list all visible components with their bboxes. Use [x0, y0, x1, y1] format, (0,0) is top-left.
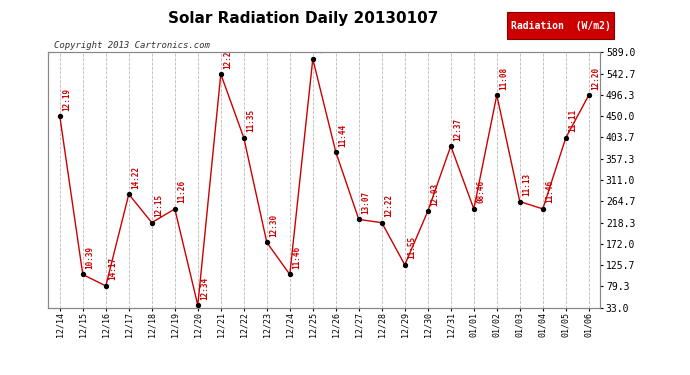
Point — [353, 216, 364, 222]
Point — [238, 135, 249, 141]
Text: 12:22: 12:22 — [384, 194, 393, 217]
Text: 11:26: 11:26 — [177, 180, 186, 203]
Point — [560, 135, 571, 141]
Point — [514, 198, 525, 204]
Text: 12:19: 12:19 — [63, 88, 72, 111]
Point — [331, 149, 342, 155]
Text: 14:22: 14:22 — [132, 166, 141, 189]
Point — [583, 92, 594, 98]
Text: 11:08: 11:08 — [500, 66, 509, 90]
Point — [400, 262, 411, 268]
Text: 11:11: 11:11 — [569, 109, 578, 132]
Text: 11:13: 11:13 — [522, 173, 531, 196]
Point — [307, 56, 318, 62]
Point — [469, 206, 480, 212]
Text: Copyright 2013 Cartronics.com: Copyright 2013 Cartronics.com — [54, 41, 210, 50]
Point — [262, 239, 273, 245]
Point — [491, 92, 502, 98]
Text: 12:30: 12:30 — [270, 214, 279, 237]
Point — [422, 208, 433, 214]
Text: 13:07: 13:07 — [362, 191, 371, 214]
Point — [538, 206, 549, 212]
Text: 11:30: 11:30 — [315, 30, 324, 53]
Text: 08:46: 08:46 — [477, 180, 486, 203]
Text: 12:34: 12:34 — [201, 277, 210, 300]
Text: 11:44: 11:44 — [339, 123, 348, 147]
Point — [445, 143, 456, 149]
Text: 11:55: 11:55 — [408, 236, 417, 260]
Text: 11:35: 11:35 — [246, 109, 255, 132]
Text: 11:46: 11:46 — [546, 180, 555, 203]
Point — [146, 220, 157, 226]
Text: 10:39: 10:39 — [86, 246, 95, 269]
Text: 11:46: 11:46 — [293, 246, 302, 269]
Text: 12:37: 12:37 — [453, 117, 462, 141]
Point — [55, 113, 66, 119]
Point — [124, 191, 135, 197]
Text: 14:17: 14:17 — [108, 257, 117, 280]
Text: Radiation  (W/m2): Radiation (W/m2) — [511, 21, 611, 31]
Point — [100, 283, 111, 289]
Text: Solar Radiation Daily 20130107: Solar Radiation Daily 20130107 — [168, 11, 439, 26]
Text: 12:29: 12:29 — [224, 45, 233, 69]
Point — [193, 302, 204, 308]
Point — [284, 272, 295, 278]
Text: 12:03: 12:03 — [431, 183, 440, 206]
Text: 12:20: 12:20 — [591, 66, 600, 90]
Point — [215, 71, 226, 77]
Point — [77, 272, 88, 278]
Text: 12:15: 12:15 — [155, 194, 164, 217]
Point — [376, 220, 387, 226]
Point — [169, 206, 180, 212]
